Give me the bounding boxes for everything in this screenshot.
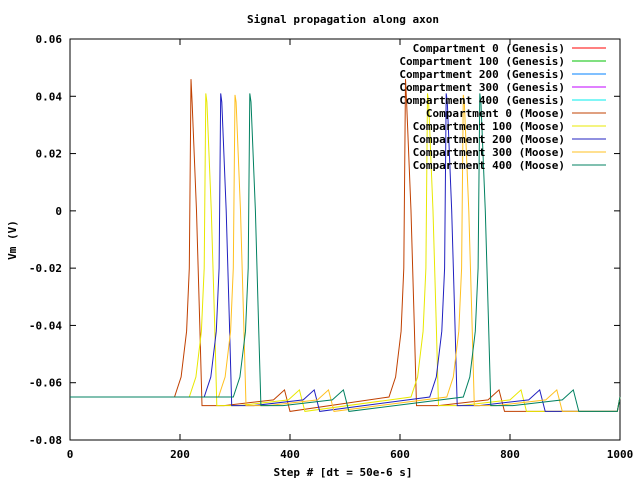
x-tick-label: 400 bbox=[280, 448, 300, 461]
series-line-7 bbox=[70, 93, 621, 412]
series-line-9 bbox=[70, 93, 621, 412]
series-line-5 bbox=[70, 79, 621, 412]
legend-label: Compartment 300 (Moose) bbox=[413, 146, 565, 159]
axis-ticks: 0 200 400 600 800 1000 -0.08 -0.06 -0.04 -0.02 0 0.… bbox=[29, 33, 633, 461]
legend-label: Compartment 400 (Moose) bbox=[413, 159, 565, 172]
chart-title: Signal propagation along axon bbox=[247, 13, 439, 26]
x-tick-label: 1000 bbox=[607, 448, 634, 461]
legend: Compartment 0 (Genesis)Compartment 100 (… bbox=[399, 42, 606, 172]
legend-label: Compartment 200 (Genesis) bbox=[399, 68, 565, 81]
y-tick-label: 0.04 bbox=[36, 90, 63, 103]
y-tick-label: -0.06 bbox=[29, 377, 62, 390]
y-tick-label: 0 bbox=[55, 205, 62, 218]
legend-label: Compartment 100 (Moose) bbox=[413, 120, 565, 133]
series-line-6 bbox=[70, 93, 621, 412]
y-axis-label: Vm (V) bbox=[6, 220, 19, 260]
x-tick-label: 0 bbox=[67, 448, 74, 461]
x-tick-label: 800 bbox=[500, 448, 520, 461]
legend-label: Compartment 300 (Genesis) bbox=[399, 81, 565, 94]
plot-frame bbox=[69, 38, 621, 441]
y-tick-label: 0.06 bbox=[36, 33, 63, 46]
legend-label: Compartment 200 (Moose) bbox=[413, 133, 565, 146]
y-tick-label: -0.02 bbox=[29, 262, 62, 275]
series-line-8 bbox=[70, 94, 621, 412]
y-tick-label: -0.08 bbox=[29, 434, 62, 447]
legend-label: Compartment 400 (Genesis) bbox=[399, 94, 565, 107]
y-tick-label: 0.02 bbox=[36, 148, 63, 161]
legend-label: Compartment 0 (Genesis) bbox=[413, 42, 565, 55]
x-tick-label: 200 bbox=[170, 448, 190, 461]
y-tick-label: -0.04 bbox=[29, 319, 62, 332]
legend-label: Compartment 0 (Moose) bbox=[426, 107, 565, 120]
x-tick-label: 600 bbox=[390, 448, 410, 461]
legend-label: Compartment 100 (Genesis) bbox=[399, 55, 565, 68]
x-axis-label: Step # [dt = 50e-6 s] bbox=[273, 466, 412, 479]
series-lines bbox=[70, 79, 621, 412]
